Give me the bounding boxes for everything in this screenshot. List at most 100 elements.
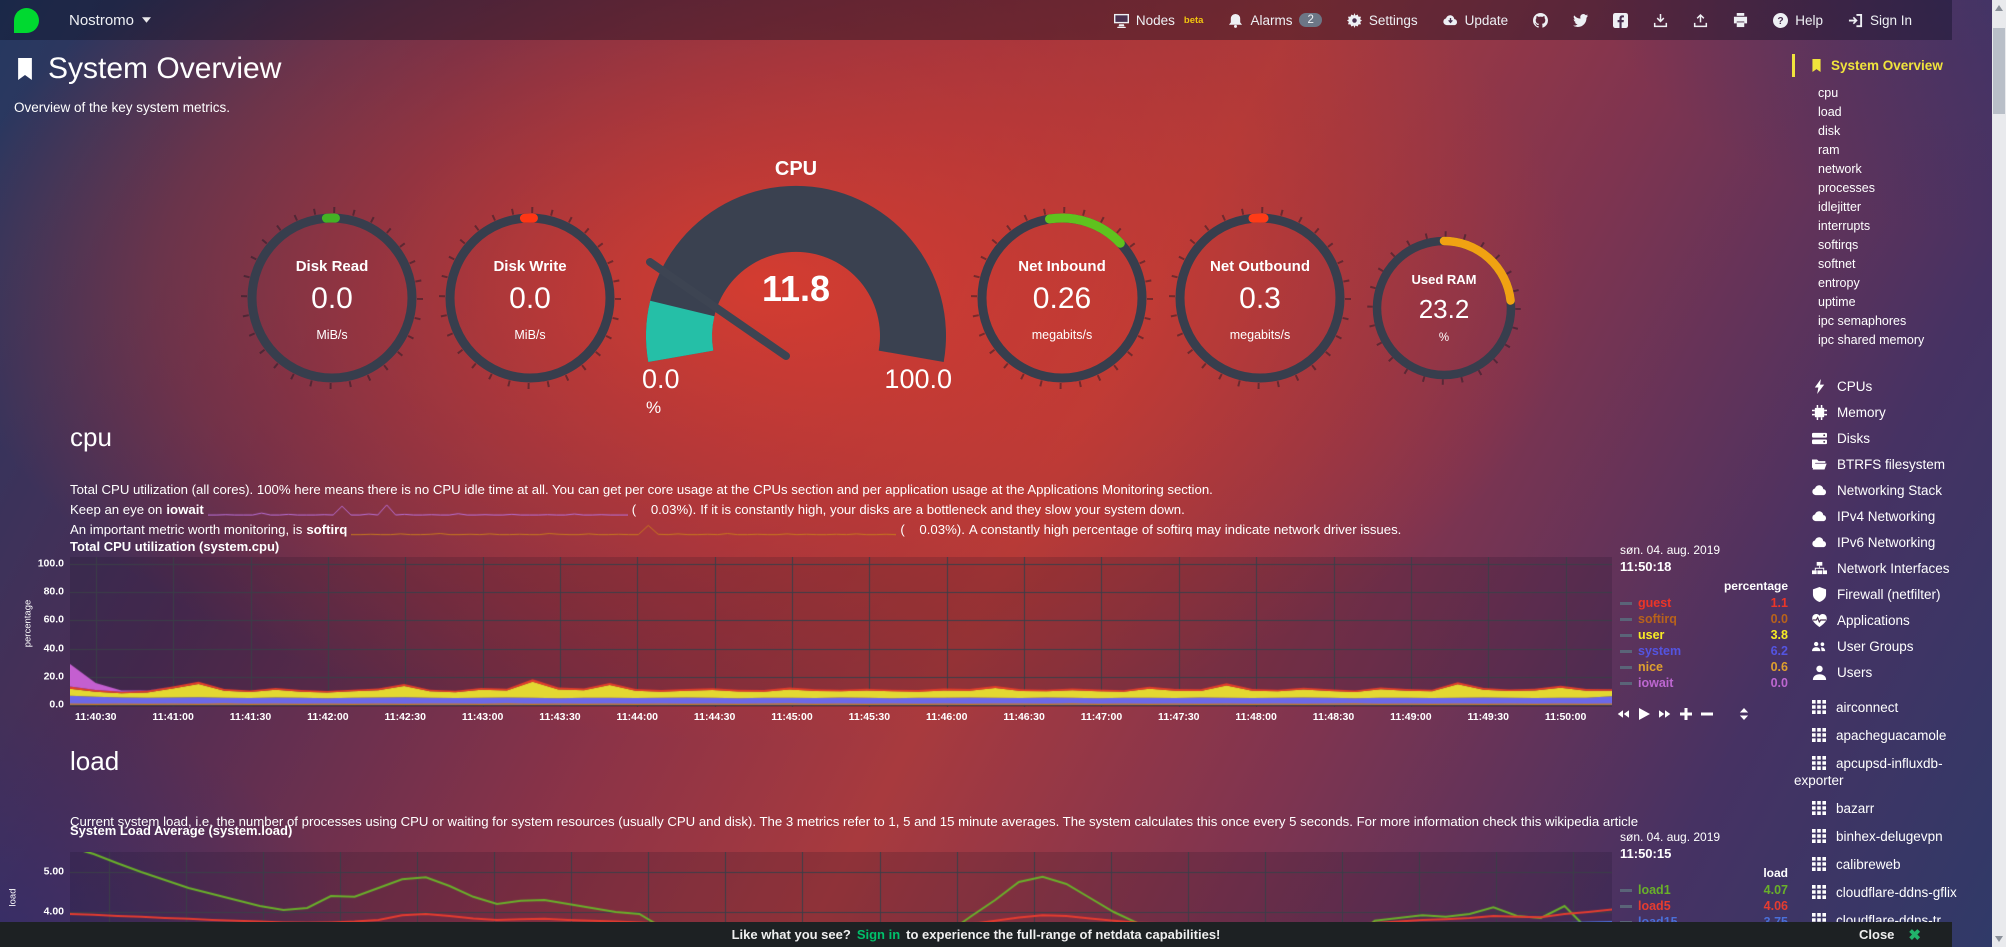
sidebar-section[interactable]: BTRFS filesystem (1792, 451, 1992, 477)
signin-link[interactable]: Sign in (856, 927, 901, 942)
sidebar-section[interactable]: CPUs (1792, 373, 1992, 399)
sidebar-subitem[interactable]: softirqs (1818, 237, 1859, 252)
chip-icon (1812, 405, 1827, 420)
chart-legend: søn. 04. aug. 2019 11:50:15 load load1 4.… (1620, 830, 1788, 922)
sidebar-section[interactable]: Memory (1792, 399, 1992, 425)
github-button[interactable] (1533, 13, 1548, 28)
scroll-down-arrow-icon[interactable] (1995, 936, 2003, 942)
settings-button[interactable]: Settings (1347, 12, 1418, 28)
gauge-needle (646, 258, 790, 360)
legend-item[interactable]: guest 1.1 (1620, 595, 1788, 611)
sidebar-subitem[interactable]: ipc shared memory (1818, 332, 1925, 347)
help-button[interactable]: Help (1773, 12, 1823, 28)
sidebar-section[interactable]: Firewall (netfilter) (1792, 581, 1992, 607)
legend-item[interactable]: load1 4.07 (1620, 882, 1788, 898)
printer-icon (1733, 13, 1748, 28)
gauge-disk-write[interactable]: Disk Write 0.0 MiB/s (438, 206, 622, 390)
gauge-label: Disk Read (295, 258, 369, 275)
gauge-cpu[interactable]: CPU 11.8 0.0 100.0 % (636, 158, 956, 428)
cloud-icon (1812, 509, 1827, 524)
resize-icon[interactable] (1738, 708, 1750, 720)
sidebar-section[interactable]: IPv4 Networking (1792, 503, 1992, 529)
signin-button[interactable]: Sign In (1848, 13, 1912, 28)
sidebar-section[interactable]: User Groups (1792, 633, 1992, 659)
pan-forward-icon[interactable] (1659, 708, 1671, 720)
sidebar-subitem[interactable]: cpu (1818, 85, 1839, 100)
gauge-min: 0.0 (642, 364, 680, 394)
nodes-button[interactable]: Nodes beta (1114, 13, 1203, 28)
x-tick-label: 11:47:00 (1080, 711, 1123, 723)
banner-close-button[interactable]: Close ✖ (1859, 926, 1921, 944)
sidebar-subitem[interactable]: entropy (1818, 275, 1860, 290)
legend-item[interactable]: user 3.8 (1620, 627, 1788, 643)
sidebar-subitem[interactable]: disk (1818, 123, 1841, 138)
alarms-button[interactable]: Alarms 2 (1228, 13, 1322, 28)
sidebar-subitem[interactable]: interrupts (1818, 218, 1871, 233)
gauge-disk-read[interactable]: Disk Read 0.0 MiB/s (240, 206, 424, 390)
main-content: System Overview Overview of the key syst… (0, 40, 1792, 922)
netdata-logo-icon[interactable] (14, 7, 39, 33)
legend-item[interactable]: load5 4.06 (1620, 898, 1788, 914)
load-average-chart[interactable]: System Load Average (system.load) load 5… (7, 822, 1790, 922)
sidebar-subitem[interactable]: load (1818, 104, 1842, 119)
sidebar-section[interactable]: IPv6 Networking (1792, 529, 1992, 555)
sidebar-subitem[interactable]: uptime (1818, 294, 1856, 309)
sidebar-subitem[interactable]: processes (1818, 180, 1875, 195)
zoom-in-icon[interactable] (1680, 708, 1692, 720)
gauge-net-outbound[interactable]: Net Outbound 0.3 megabits/s (1168, 206, 1352, 390)
sidebar-item-system-overview[interactable]: System Overview (1792, 54, 1992, 77)
play-icon[interactable] (1638, 708, 1650, 720)
sidebar-section[interactable]: Users (1792, 659, 1992, 685)
legend-item[interactable]: system 6.2 (1620, 643, 1788, 659)
grid-icon (1812, 857, 1826, 871)
sidebar-app[interactable]: airconnect (1792, 693, 1992, 721)
facebook-button[interactable] (1613, 13, 1628, 28)
sidebar-app[interactable]: apcupsd-influxdb-exporter (1794, 755, 1943, 788)
sidebar-section[interactable]: Disks (1792, 425, 1992, 451)
gauge-ring (241, 207, 423, 389)
cpu-utilization-chart[interactable]: Total CPU utilization (system.cpu) perce… (20, 538, 1790, 733)
import-button[interactable] (1693, 13, 1708, 28)
x-tick-label: 11:40:30 (75, 711, 117, 723)
sidebar-subitem[interactable]: ipc semaphores (1818, 313, 1907, 328)
grid-icon (1812, 829, 1826, 843)
pan-backward-icon[interactable] (1617, 708, 1629, 720)
legend-item[interactable]: iowait 0.0 (1620, 675, 1788, 691)
sidebar-app[interactable]: apacheguacamole (1792, 721, 1992, 749)
update-button[interactable]: Update (1443, 13, 1508, 28)
page-scrollbar[interactable] (1992, 0, 2006, 947)
sidebar-section[interactable]: Applications (1792, 607, 1992, 633)
gauge-title: CPU (774, 158, 818, 180)
sidebar-section[interactable]: Network Interfaces (1792, 555, 1992, 581)
scroll-up-arrow-icon[interactable] (1995, 5, 2003, 11)
sidebar-subitem[interactable]: idlejitter (1818, 199, 1862, 214)
zoom-out-icon[interactable] (1701, 708, 1713, 720)
chart-plot-area[interactable] (70, 557, 1612, 707)
gauge-fill (646, 300, 715, 362)
gauge-used-ram[interactable]: Used RAM 23.2 % (1366, 230, 1522, 386)
sidebar-section[interactable]: Networking Stack (1792, 477, 1992, 503)
sidebar-app[interactable]: bazarr (1792, 794, 1992, 822)
gauge-net-inbound[interactable]: Net Inbound 0.26 megabits/s (970, 206, 1154, 390)
sidebar-app[interactable]: cloudflare-ddns-gflix (1792, 878, 1992, 906)
sidebar-app[interactable]: calibreweb (1792, 850, 1992, 878)
sidebar-subitem[interactable]: network (1818, 161, 1862, 176)
softirq-sparkline[interactable] (351, 523, 897, 536)
legend-item[interactable]: load15 3.75 (1620, 914, 1788, 922)
scrollbar-thumb[interactable] (1993, 28, 2005, 114)
cloud-download-icon (1443, 13, 1458, 28)
twitter-button[interactable] (1573, 13, 1588, 28)
legend-item[interactable]: softirq 0.0 (1620, 611, 1788, 627)
chart-plot-area[interactable] (70, 852, 1612, 922)
gauge-value: 11.8 (761, 268, 831, 309)
print-button[interactable] (1733, 13, 1748, 28)
export-button[interactable] (1653, 13, 1668, 28)
hostname-dropdown[interactable]: Nostromo (69, 12, 151, 29)
sidebar-app[interactable]: cloudflare-ddns-tr (1792, 906, 1992, 922)
sidebar-subitem[interactable]: softnet (1818, 256, 1856, 271)
legend-item[interactable]: nice 0.6 (1620, 659, 1788, 675)
sidebar-subitem[interactable]: ram (1818, 142, 1840, 157)
grid-icon (1812, 885, 1826, 899)
iowait-sparkline[interactable] (207, 503, 628, 516)
sidebar-app[interactable]: binhex-delugevpn (1792, 822, 1992, 850)
